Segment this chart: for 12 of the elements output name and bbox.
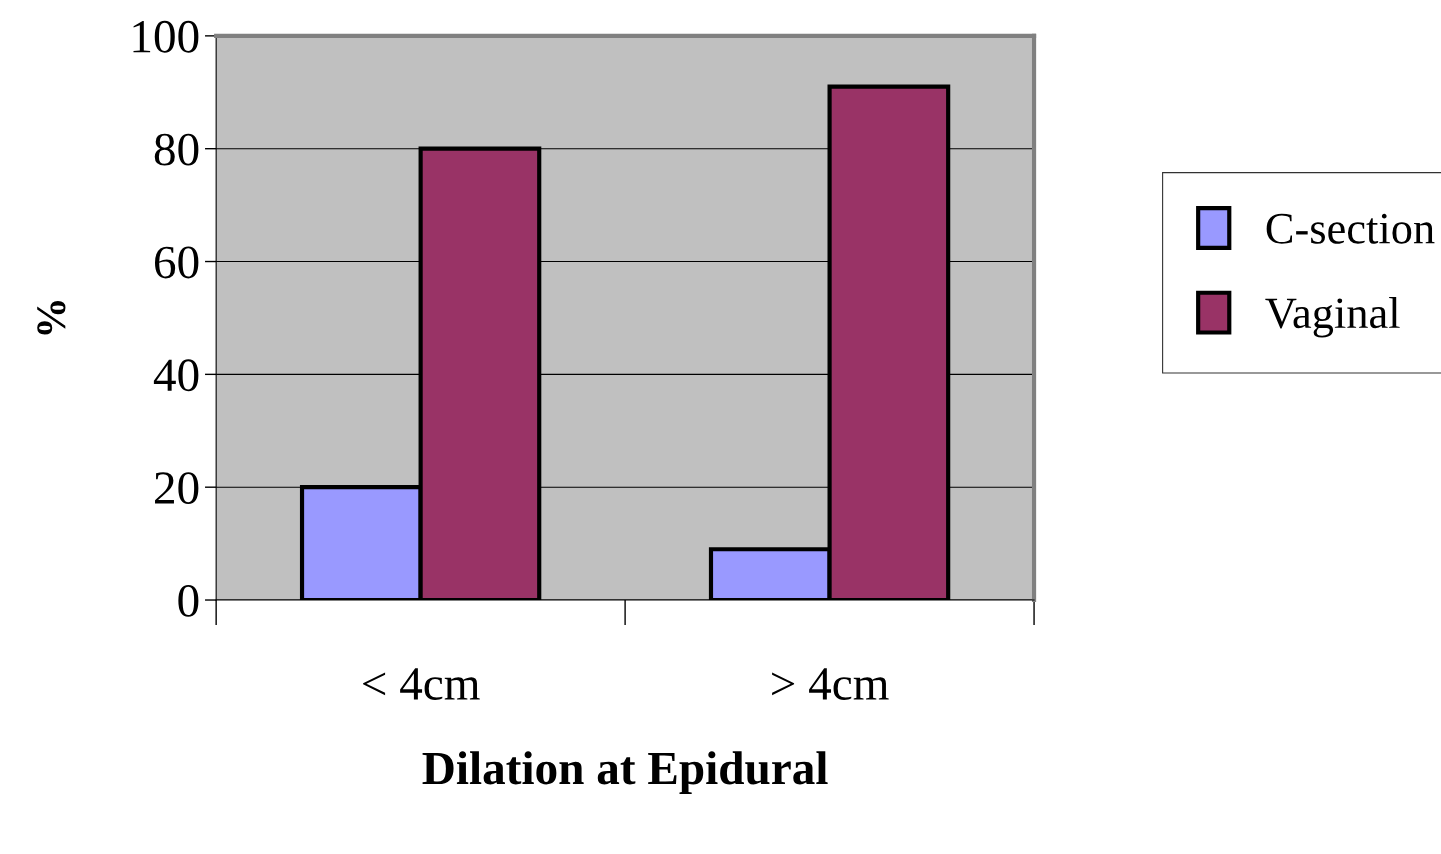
y-tick-label: 60 (154, 246, 199, 279)
y-axis-title: % (37, 301, 66, 335)
x-axis-title: Dilation at Epidural (422, 751, 828, 794)
y-tick-label: 0 (178, 585, 199, 617)
y-tick-label: 100 (133, 20, 199, 53)
y-tick-label: 20 (155, 472, 199, 505)
y-tick-label: 80 (154, 133, 199, 166)
x-tick-label: < 4cm (363, 668, 480, 700)
y-tick-label: 40 (153, 359, 199, 392)
x-tick-label: > 4cm (772, 668, 889, 700)
legend-label: Vaginal (1265, 297, 1400, 338)
legend-label: C-section (1266, 213, 1435, 244)
